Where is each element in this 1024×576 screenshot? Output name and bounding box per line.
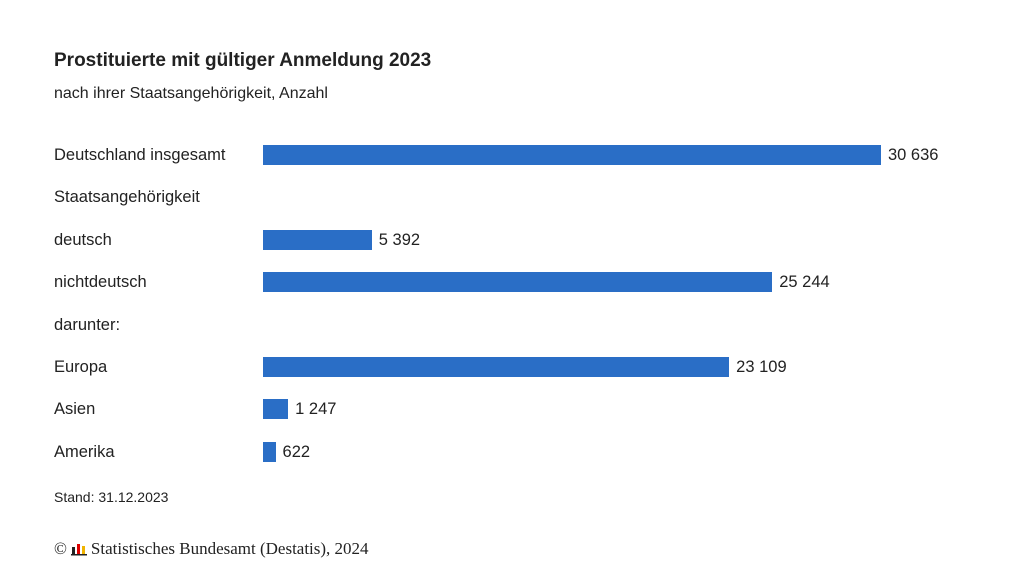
category-label: darunter: [54, 315, 121, 334]
bar [263, 441, 276, 462]
source-text: Statistisches Bundesamt (Destatis), 2024 [90, 539, 369, 558]
chart-subtitle: nach ihrer Staatsangehörigkeit, Anzahl [54, 85, 328, 102]
category-label: Deutschland insgesamt [54, 146, 226, 164]
destatis-logo-icon [70, 544, 87, 556]
bar [263, 357, 730, 377]
bar [263, 399, 289, 420]
category-label: nichtdeutsch [54, 273, 147, 292]
bar [263, 272, 773, 293]
data-label: 622 [282, 442, 311, 461]
category-label: Staatsangehörigkeit [54, 188, 200, 207]
category-label: Amerika [54, 442, 115, 461]
data-label: 23 109 [736, 358, 787, 376]
data-label: 5 392 [378, 230, 421, 249]
category-label: Europa [54, 358, 108, 376]
data-label: 25 244 [779, 273, 830, 292]
chart-note: Stand: 31.12.2023 [54, 489, 169, 505]
data-label: 30 636 [888, 146, 939, 164]
copyright-symbol: © [54, 539, 67, 558]
footer-source: © Statistisches Bundesamt (Destatis), 20… [54, 539, 369, 559]
category-label: Asien [54, 400, 96, 419]
chart-title: Prostituierte mit gültiger Anmeldung 202… [54, 50, 432, 71]
bar [263, 145, 881, 165]
bar [263, 229, 372, 250]
data-label: 1 247 [295, 400, 337, 419]
category-label: deutsch [54, 230, 112, 249]
